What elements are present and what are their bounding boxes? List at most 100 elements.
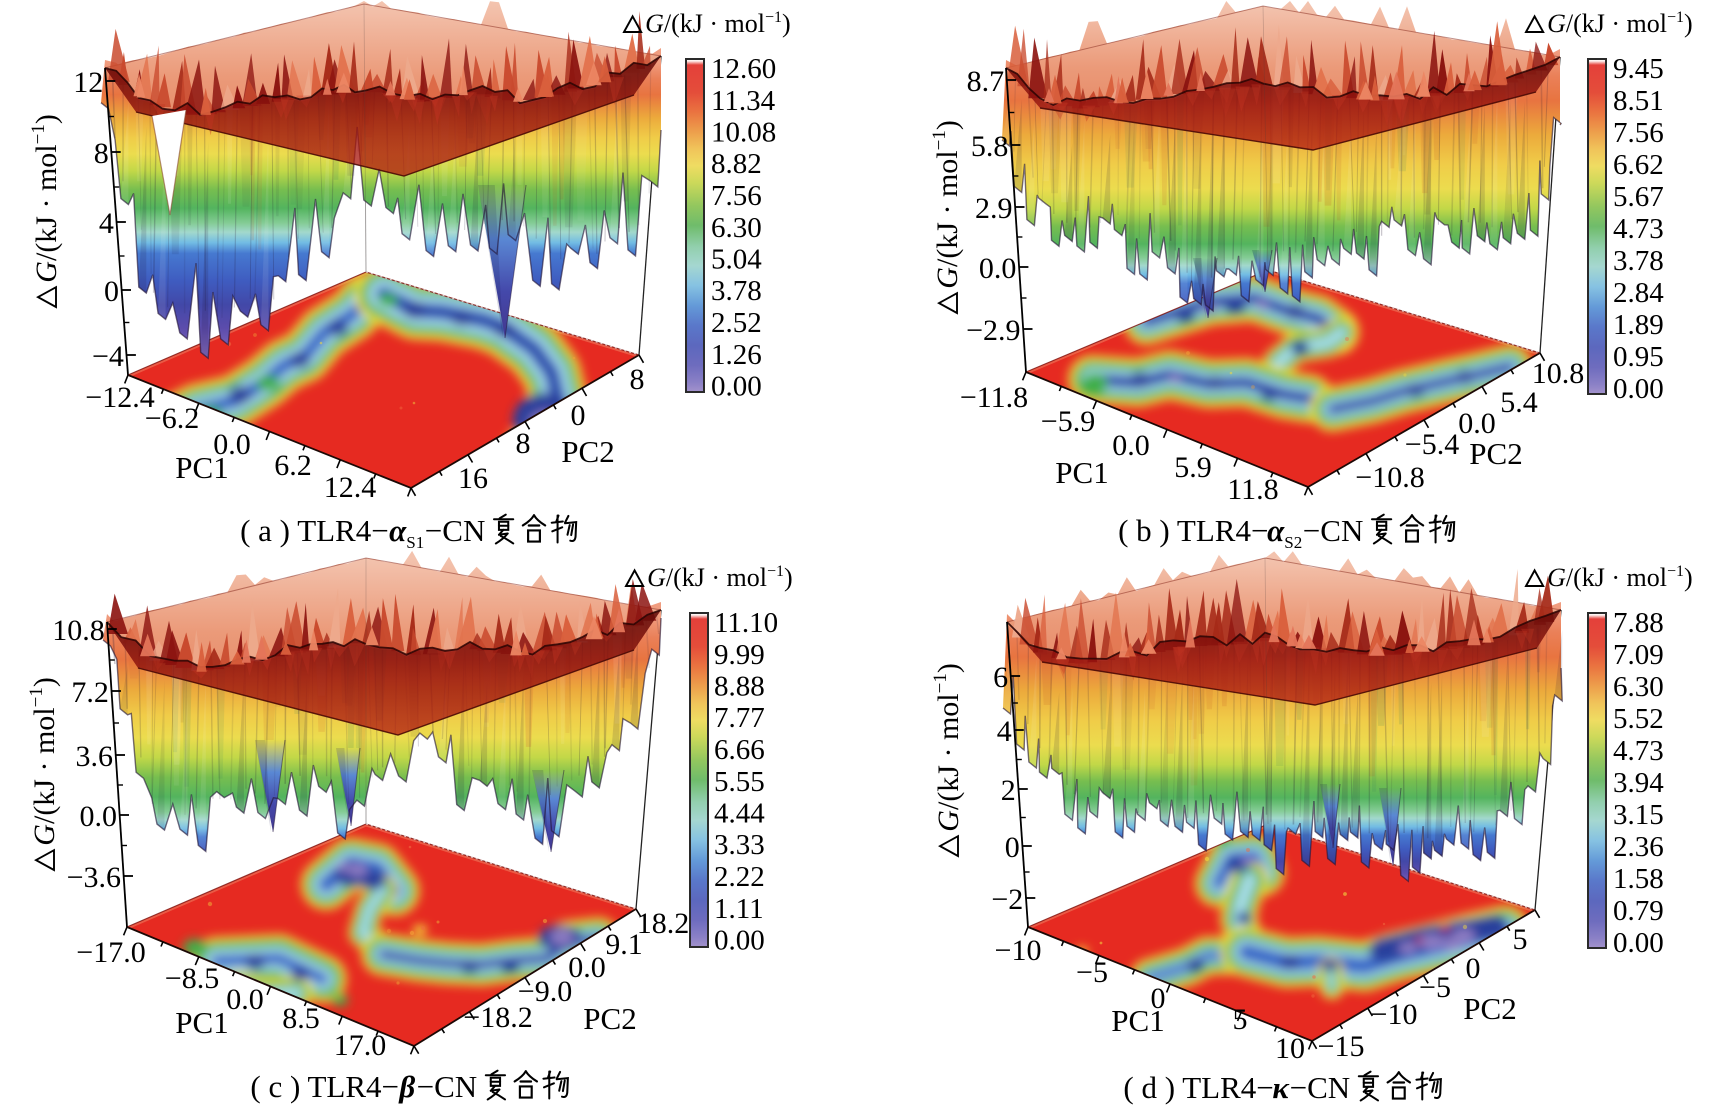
svg-text:8: 8	[94, 137, 109, 170]
svg-text:9.45: 9.45	[1613, 53, 1664, 85]
svg-text:0.00: 0.00	[1613, 373, 1664, 405]
svg-text:5.04: 5.04	[711, 244, 762, 276]
svg-text:0.79: 0.79	[1613, 895, 1664, 927]
svg-text:0.0: 0.0	[568, 951, 606, 984]
svg-text:S1: S1	[406, 533, 424, 552]
svg-text:−CN: −CN	[1290, 1070, 1351, 1105]
svg-text:7.2: 7.2	[71, 676, 109, 709]
svg-text:0.0: 0.0	[1112, 429, 1150, 462]
svg-text:5.8: 5.8	[971, 130, 1009, 163]
svg-text:6.62: 6.62	[1613, 149, 1664, 181]
svg-text:8.7: 8.7	[967, 65, 1005, 98]
svg-text:12: 12	[73, 66, 103, 99]
svg-text:0.00: 0.00	[1613, 927, 1664, 959]
svg-text:3.78: 3.78	[711, 275, 762, 307]
svg-text:12.4: 12.4	[324, 471, 377, 504]
svg-text:4: 4	[997, 715, 1012, 748]
svg-text:−12.4: −12.4	[85, 381, 154, 414]
svg-text:G/(kJ · mol−1): G/(kJ · mol−1)	[645, 9, 791, 38]
svg-text:PC2: PC2	[1463, 991, 1516, 1026]
svg-text:1.89: 1.89	[1613, 309, 1664, 341]
svg-text:0.95: 0.95	[1613, 341, 1664, 373]
svg-text:0.00: 0.00	[714, 925, 765, 957]
svg-text:8.51: 8.51	[1613, 85, 1664, 117]
svg-text:10.8: 10.8	[1532, 357, 1585, 390]
svg-text:10.8: 10.8	[52, 614, 105, 647]
svg-text:−4: −4	[92, 340, 124, 373]
svg-text:( d ) TLR4−: ( d ) TLR4−	[1123, 1070, 1273, 1105]
svg-text:5.52: 5.52	[1613, 703, 1664, 735]
svg-text:6.30: 6.30	[1613, 671, 1664, 703]
svg-text:16: 16	[458, 462, 488, 495]
svg-text:3.94: 3.94	[1613, 767, 1664, 799]
svg-text:−15: −15	[1318, 1030, 1365, 1063]
svg-text:3.33: 3.33	[714, 829, 765, 861]
svg-text:−10: −10	[1371, 998, 1418, 1031]
svg-text:( c ) TLR4−: ( c ) TLR4−	[250, 1069, 399, 1104]
svg-text:−8.5: −8.5	[165, 962, 219, 995]
svg-text:17.0: 17.0	[334, 1029, 387, 1062]
svg-text:4.73: 4.73	[1613, 735, 1664, 767]
svg-text:−2.9: −2.9	[966, 314, 1020, 347]
svg-text:−5.9: −5.9	[1041, 405, 1095, 438]
svg-text:0: 0	[1466, 952, 1481, 985]
svg-text:18.2: 18.2	[637, 907, 690, 940]
svg-text:G/(kJ · mol−1): G/(kJ · mol−1)	[26, 677, 61, 846]
svg-text:−5.4: −5.4	[1405, 428, 1459, 461]
svg-text:9.99: 9.99	[714, 639, 765, 671]
svg-text:−10.8: −10.8	[1355, 461, 1424, 494]
svg-text:6: 6	[993, 661, 1008, 694]
svg-text:2.52: 2.52	[711, 307, 762, 339]
svg-text:PC2: PC2	[583, 1001, 636, 1036]
svg-text:7.09: 7.09	[1613, 639, 1664, 671]
svg-text:5.55: 5.55	[714, 766, 765, 798]
svg-text:−2: −2	[991, 883, 1023, 916]
svg-text:PC1: PC1	[1111, 1003, 1164, 1038]
svg-text:7.56: 7.56	[711, 180, 762, 212]
svg-text:6.66: 6.66	[714, 734, 765, 766]
svg-text:−3.6: −3.6	[67, 861, 121, 894]
svg-text:4.44: 4.44	[714, 798, 765, 830]
svg-text:G/(kJ · mol−1): G/(kJ · mol−1)	[929, 120, 964, 289]
svg-text:5.4: 5.4	[1500, 386, 1538, 419]
svg-text:2.9: 2.9	[975, 192, 1013, 225]
svg-text:0.0: 0.0	[1458, 407, 1496, 440]
svg-text:α: α	[1267, 513, 1285, 548]
svg-text:7.88: 7.88	[1613, 607, 1664, 639]
svg-text:0: 0	[1005, 831, 1020, 864]
svg-text:3.6: 3.6	[76, 740, 114, 773]
svg-text:11.8: 11.8	[1227, 473, 1278, 506]
svg-text:3.15: 3.15	[1613, 799, 1664, 831]
svg-text:( a ) TLR4−: ( a ) TLR4−	[240, 513, 389, 548]
svg-text:−5: −5	[1076, 956, 1108, 989]
svg-text:−CN: −CN	[417, 1069, 478, 1104]
svg-text:8.82: 8.82	[711, 148, 762, 180]
svg-text:11.34: 11.34	[711, 85, 776, 117]
svg-text:8: 8	[516, 427, 531, 460]
svg-text:9.1: 9.1	[605, 928, 643, 961]
svg-text:2.84: 2.84	[1613, 277, 1664, 309]
svg-text:−6.2: −6.2	[145, 402, 199, 435]
svg-text:−18.2: −18.2	[463, 1001, 532, 1034]
svg-text:S2: S2	[1284, 533, 1302, 552]
svg-text:−10: −10	[995, 934, 1042, 967]
svg-text:−5: −5	[1419, 971, 1451, 1004]
svg-text:0.0: 0.0	[979, 252, 1017, 285]
svg-text:PC2: PC2	[561, 434, 614, 469]
svg-text:4.73: 4.73	[1613, 213, 1664, 245]
svg-text:β: β	[398, 1069, 415, 1104]
svg-text:5.9: 5.9	[1174, 451, 1212, 484]
svg-text:5: 5	[1513, 923, 1528, 956]
svg-text:2.22: 2.22	[714, 861, 765, 893]
svg-text:5: 5	[1233, 1003, 1248, 1036]
svg-text:0.00: 0.00	[711, 371, 762, 403]
svg-text:5.67: 5.67	[1613, 181, 1664, 213]
svg-text:α: α	[389, 513, 407, 548]
svg-text:1.26: 1.26	[711, 339, 762, 371]
svg-text:0.0: 0.0	[213, 428, 251, 461]
svg-text:PC1: PC1	[175, 450, 228, 485]
svg-text:7.56: 7.56	[1613, 117, 1664, 149]
svg-text:1.11: 1.11	[714, 893, 764, 925]
svg-text:12.60: 12.60	[711, 53, 776, 85]
svg-text:PC1: PC1	[175, 1005, 228, 1040]
